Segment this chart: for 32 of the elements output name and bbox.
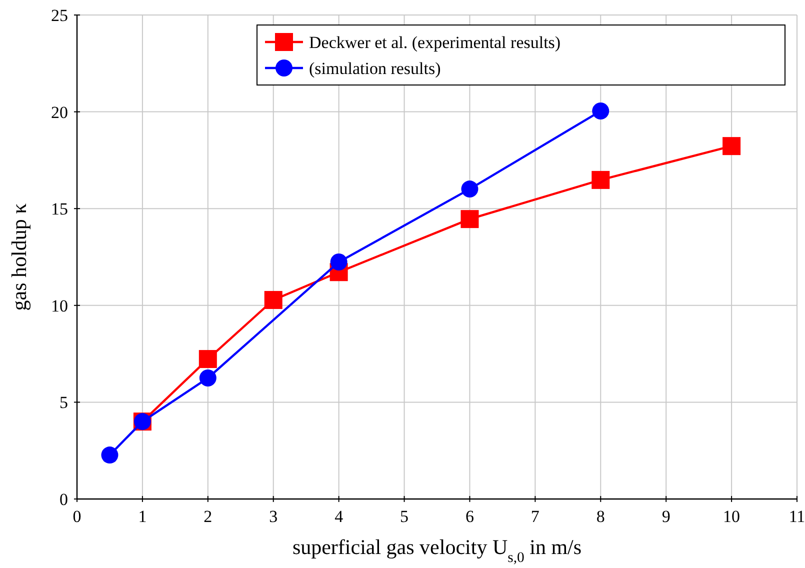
x-tick-label: 5 bbox=[400, 507, 409, 526]
y-tick-label: 10 bbox=[51, 296, 68, 316]
legend-label: (simulation results) bbox=[309, 58, 441, 78]
x-tick-label: 11 bbox=[788, 507, 805, 526]
y-tick-label: 25 bbox=[51, 6, 68, 25]
x-tick-label: 7 bbox=[530, 507, 540, 526]
point bbox=[461, 180, 478, 198]
y-axis-title: gas holdup κ bbox=[7, 202, 31, 311]
x-tick-label: 4 bbox=[334, 507, 344, 526]
x-tick-label: 2 bbox=[204, 507, 212, 526]
point bbox=[722, 137, 741, 156]
x-tick-label: 10 bbox=[723, 507, 740, 526]
point bbox=[198, 350, 217, 368]
x-axis-title: superficial gas velocity U$_{s,0}$ in m/s bbox=[292, 535, 582, 566]
point bbox=[264, 290, 282, 309]
x-tick-label: 0 bbox=[72, 507, 82, 526]
point bbox=[592, 102, 610, 120]
legend-label: Deckwer et al. (experimental results) bbox=[309, 32, 561, 52]
point bbox=[330, 254, 348, 271]
y-tick-label: 15 bbox=[51, 200, 68, 219]
y-tick-label: 5 bbox=[60, 393, 68, 412]
point bbox=[199, 370, 216, 386]
x-tick-label: 1 bbox=[138, 507, 147, 526]
x-tick-label: 8 bbox=[596, 507, 605, 526]
point bbox=[592, 170, 610, 189]
x-tick-label: 3 bbox=[269, 507, 278, 526]
x-tick-label: 6 bbox=[465, 507, 474, 526]
point bbox=[460, 210, 479, 228]
y-tick-label: 20 bbox=[51, 102, 68, 122]
point bbox=[101, 446, 118, 464]
y-tick-label: 0 bbox=[60, 490, 68, 509]
x-tick-label: 9 bbox=[662, 507, 670, 526]
